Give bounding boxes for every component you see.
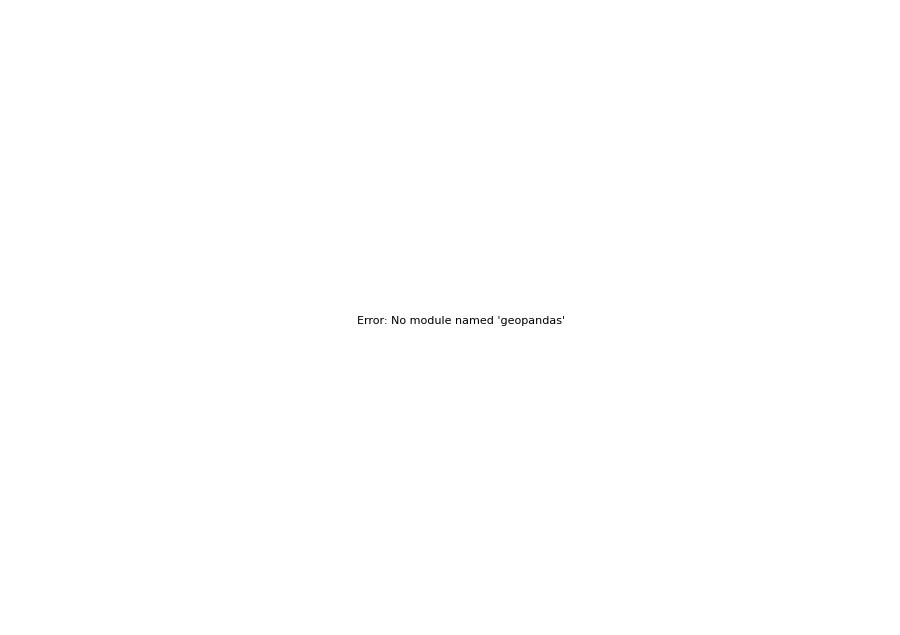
Text: Error: No module named 'geopandas': Error: No module named 'geopandas'	[357, 316, 565, 326]
